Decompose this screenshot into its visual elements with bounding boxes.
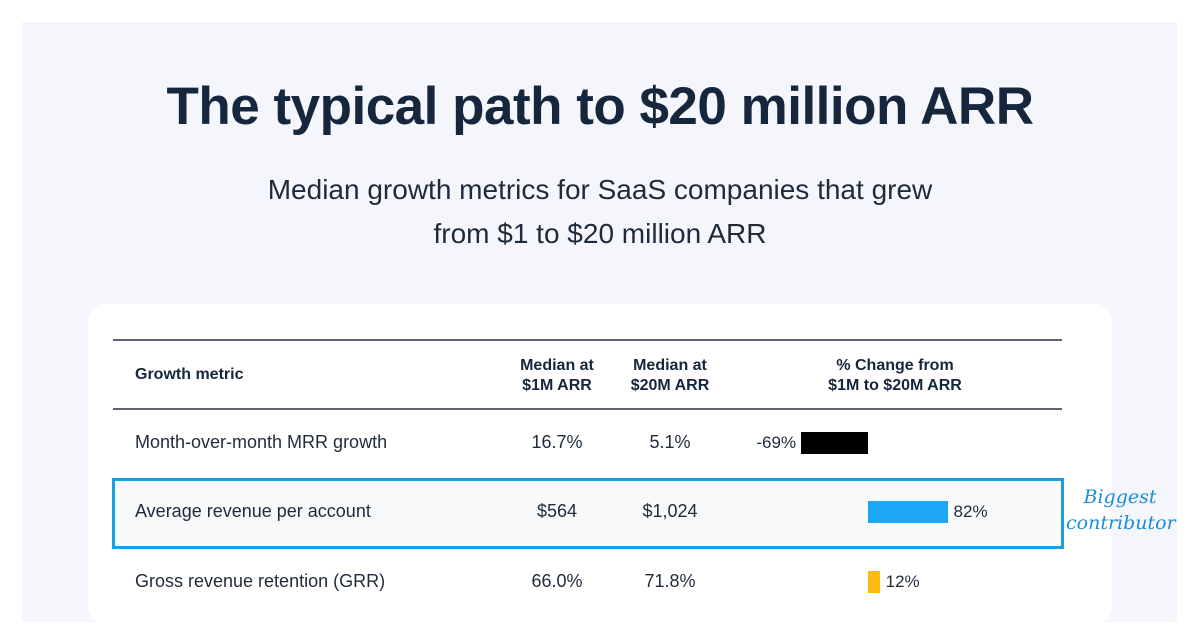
value-1m: 66.0% (531, 571, 583, 591)
change-bar (868, 501, 948, 523)
value-1m: 16.7% (531, 432, 583, 452)
table-card (88, 304, 1112, 624)
subtitle-line-2: from $1 to $20 million ARR (433, 218, 767, 249)
table-top-rule (113, 339, 1062, 341)
metric-label: Month-over-month MRR growth (135, 432, 388, 452)
header-pct-change: % Change from $1M to $20M ARR (828, 357, 962, 394)
change-label: 12% (885, 572, 920, 591)
header-median-20m: Median at $20M ARR (630, 357, 710, 394)
value-1m: $564 (536, 501, 578, 521)
change-bar (868, 571, 880, 593)
page-title: The typical path to $20 million ARR (166, 77, 1034, 136)
header-median-1m: Median at $1M ARR (520, 357, 594, 394)
change-label: 82% (953, 502, 988, 521)
header-growth-metric: Growth metric (135, 366, 244, 383)
header-rule (113, 408, 1062, 410)
value-20m: 5.1% (649, 432, 691, 452)
value-20m: 71.8% (644, 571, 696, 591)
subtitle-line-1: Median growth metrics for SaaS companies… (267, 174, 933, 205)
metric-label: Gross revenue retention (GRR) (135, 571, 386, 591)
change-bar (801, 432, 868, 454)
annotation-biggest-contributor: Biggest contributor (1066, 486, 1176, 534)
subtitle: Median growth metrics for SaaS companies… (0, 168, 1200, 256)
value-20m: $1,024 (642, 501, 698, 521)
metric-label: Average revenue per account (135, 501, 371, 521)
change-label: -69% (756, 433, 797, 452)
